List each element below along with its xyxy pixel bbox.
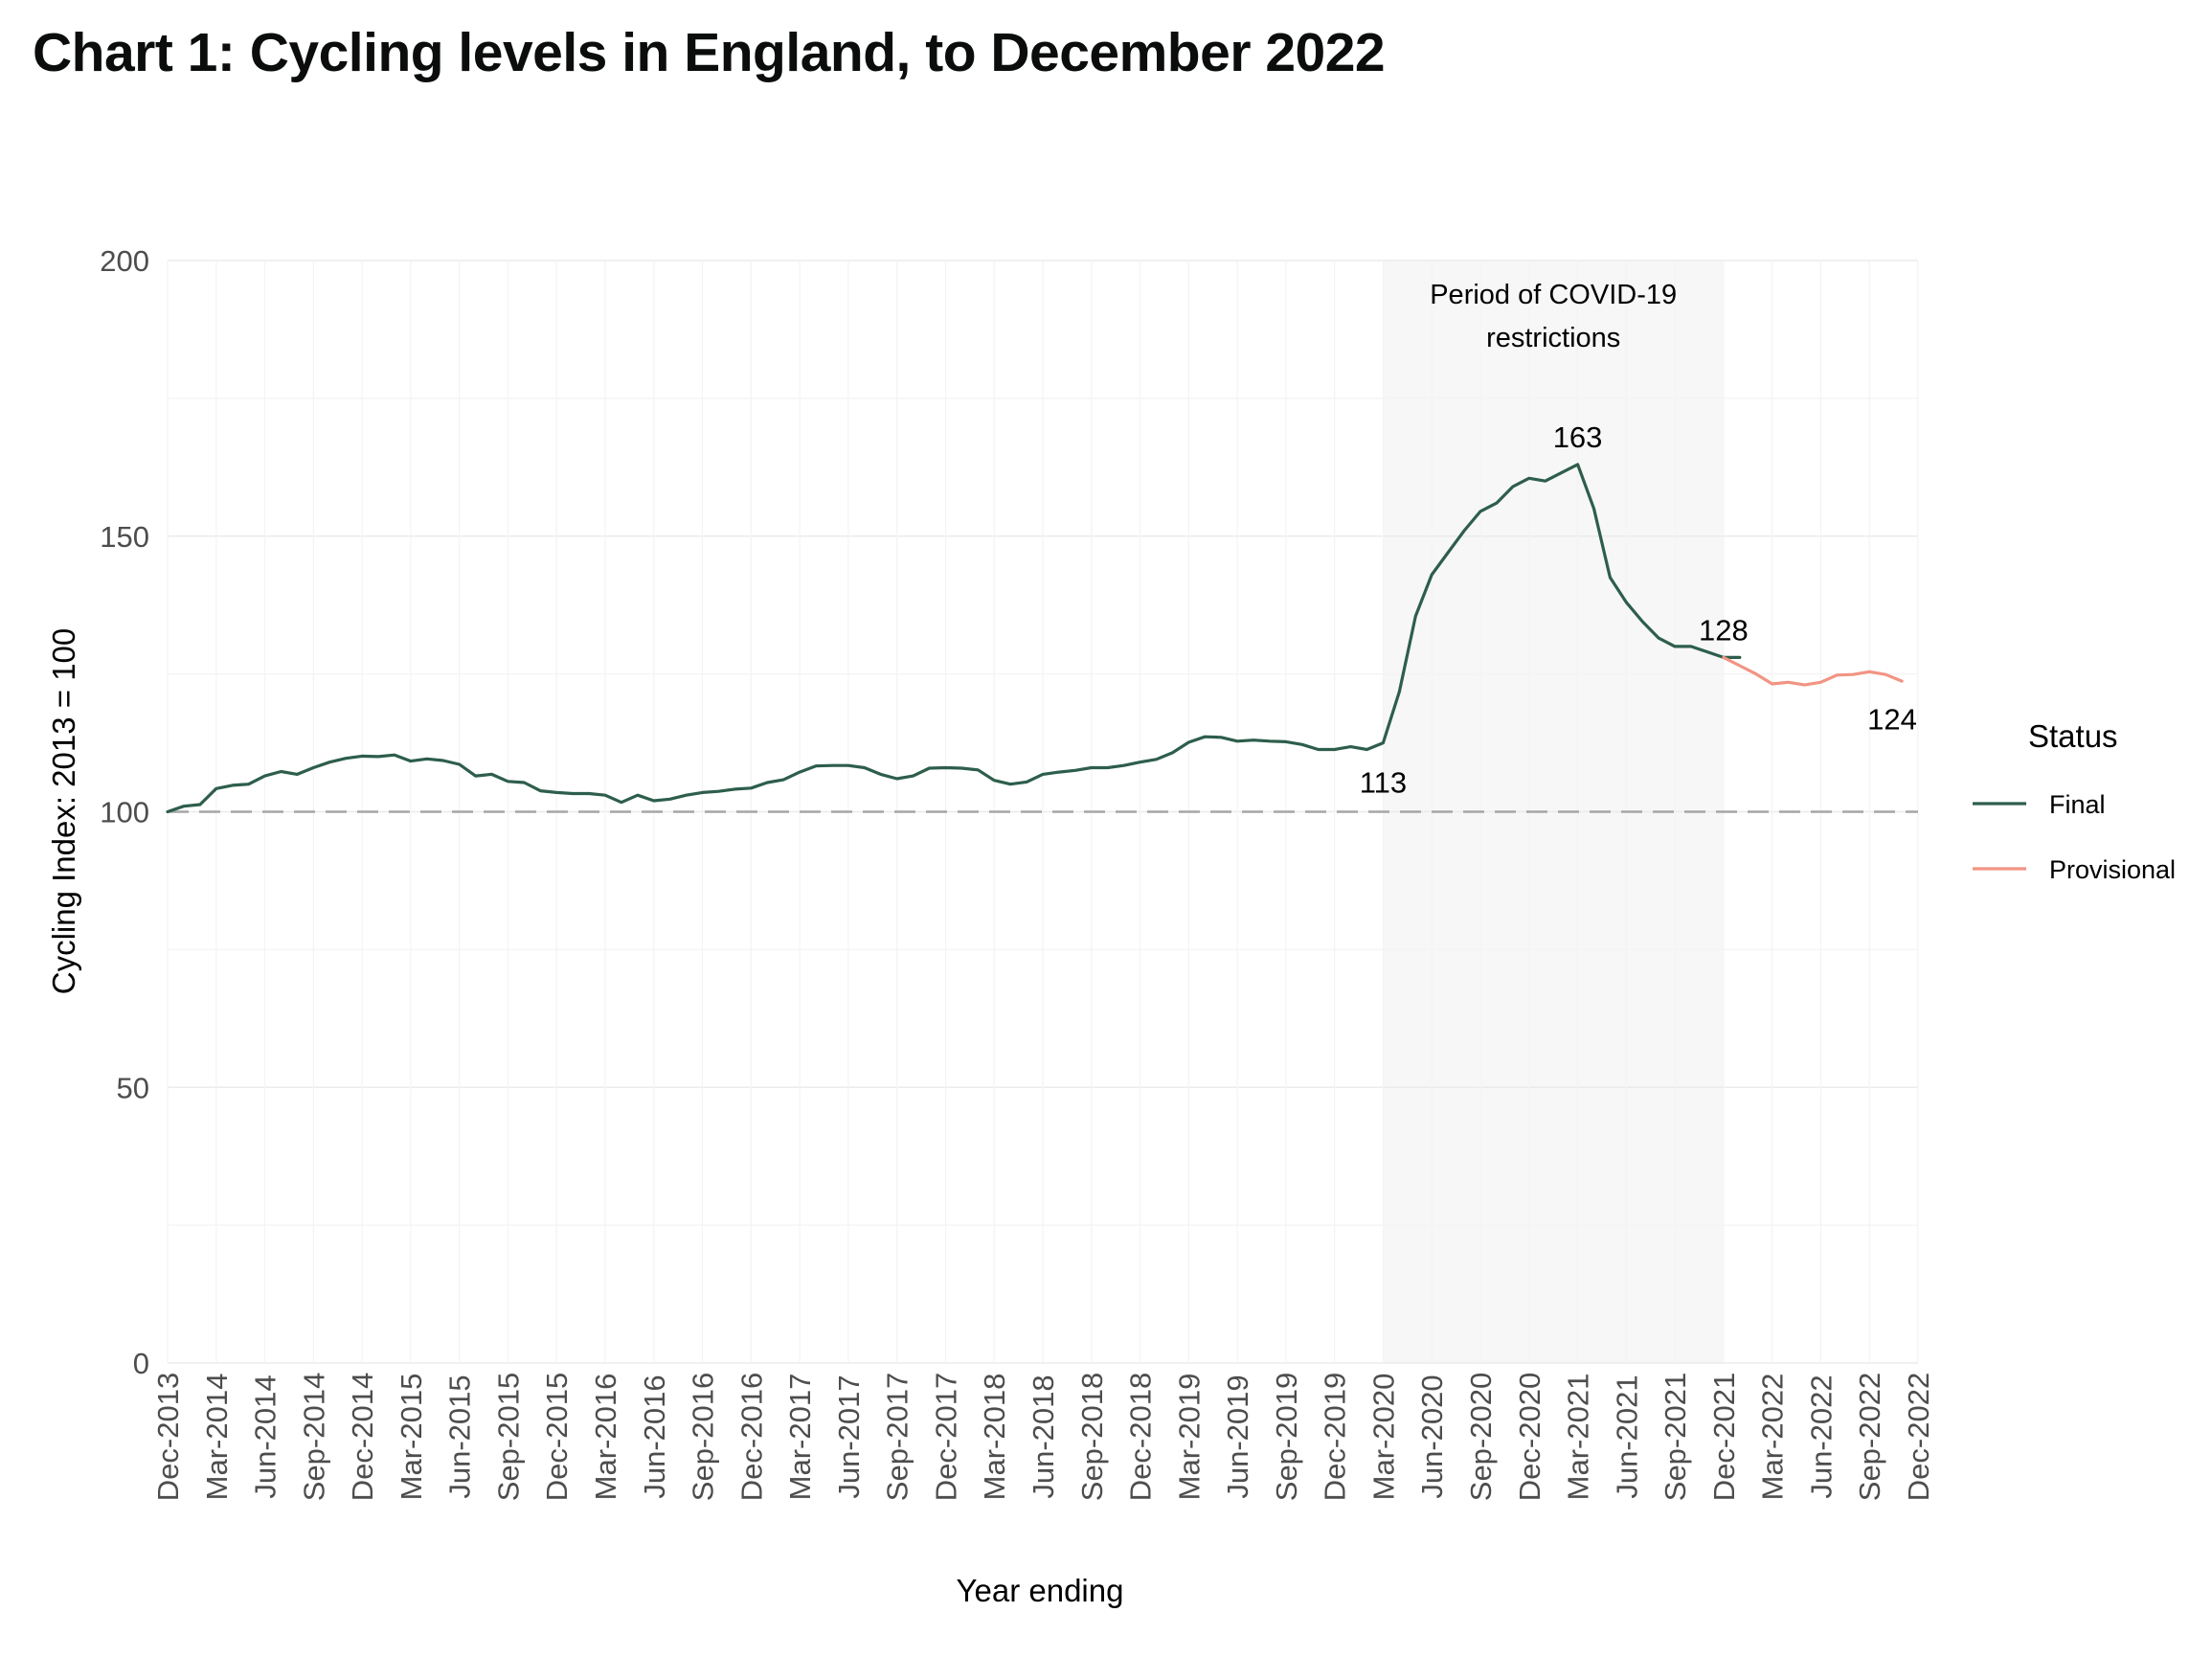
x-tick-label: Mar-2015 [395,1374,428,1501]
x-tick-label: Mar-2021 [1562,1374,1595,1501]
data-label-124: 124 [1867,702,1917,736]
x-tick-label: Dec-2013 [151,1373,185,1501]
x-tick-label: Sep-2015 [491,1373,525,1501]
x-tick-label: Sep-2014 [297,1373,330,1501]
x-tick-label: Dec-2018 [1124,1373,1158,1501]
x-tick-label: Sep-2022 [1853,1373,1886,1501]
y-tick-label: 200 [100,244,149,278]
series-line-provisional [1722,655,1904,687]
x-tick-label: Dec-2019 [1319,1373,1352,1501]
x-tick-label: Dec-2014 [346,1373,379,1501]
x-tick-label: Mar-2016 [589,1374,622,1501]
y-tick-label: 50 [117,1071,149,1104]
covid-region-label: restrictions [1486,323,1620,353]
x-tick-label: Jun-2014 [249,1374,282,1498]
legend-label-provisional: Provisional [2049,855,2176,884]
x-tick-label: Sep-2018 [1075,1373,1109,1501]
data-label-163: 163 [1553,420,1603,454]
x-tick-label: Sep-2019 [1270,1373,1303,1501]
x-tick-label: Mar-2020 [1366,1374,1400,1501]
x-tick-label: Dec-2017 [929,1373,962,1501]
x-tick-label: Jun-2022 [1804,1374,1838,1498]
y-tick-label: 150 [100,520,149,554]
covid-region-label: Period of COVID-19 [1430,280,1677,310]
legend-title: Status [2028,718,2118,754]
y-tick-label: 100 [100,796,149,829]
chart-title: Chart 1: Cycling levels in England, to D… [33,22,1386,83]
x-tick-label: Dec-2015 [540,1373,574,1501]
y-axis-title: Cycling Index: 2013 = 100 [46,628,81,995]
x-tick-label: Mar-2019 [1172,1374,1206,1501]
x-tick-label: Mar-2018 [978,1374,1011,1501]
x-tick-label: Jun-2020 [1415,1374,1449,1498]
x-tick-label: Jun-2017 [832,1374,866,1498]
x-tick-label: Mar-2022 [1756,1374,1790,1501]
x-tick-label: Sep-2021 [1659,1373,1692,1501]
x-tick-label: Dec-2022 [1902,1373,1935,1501]
x-tick-label: Sep-2017 [881,1373,914,1501]
y-tick-label: 0 [133,1347,149,1380]
x-tick-label: Jun-2021 [1610,1374,1643,1498]
x-tick-label: Sep-2016 [687,1373,720,1501]
x-tick-label: Jun-2018 [1027,1374,1060,1498]
x-tick-label: Sep-2020 [1464,1373,1498,1501]
data-label-113: 113 [1360,766,1407,800]
data-label-128: 128 [1699,613,1749,647]
x-tick-label: Dec-2021 [1707,1373,1741,1501]
x-tick-label: Jun-2016 [638,1374,671,1498]
x-tick-label: Jun-2015 [443,1374,477,1498]
x-tick-label: Mar-2014 [200,1374,234,1501]
x-tick-label: Jun-2019 [1221,1374,1254,1498]
x-tick-label: Dec-2016 [734,1373,768,1501]
x-axis-title: Year ending [957,1573,1124,1608]
series-line-final [166,463,1742,814]
legend-label-final: Final [2049,790,2106,819]
x-tick-label: Mar-2017 [783,1374,817,1501]
x-tick-label: Dec-2020 [1513,1373,1546,1501]
